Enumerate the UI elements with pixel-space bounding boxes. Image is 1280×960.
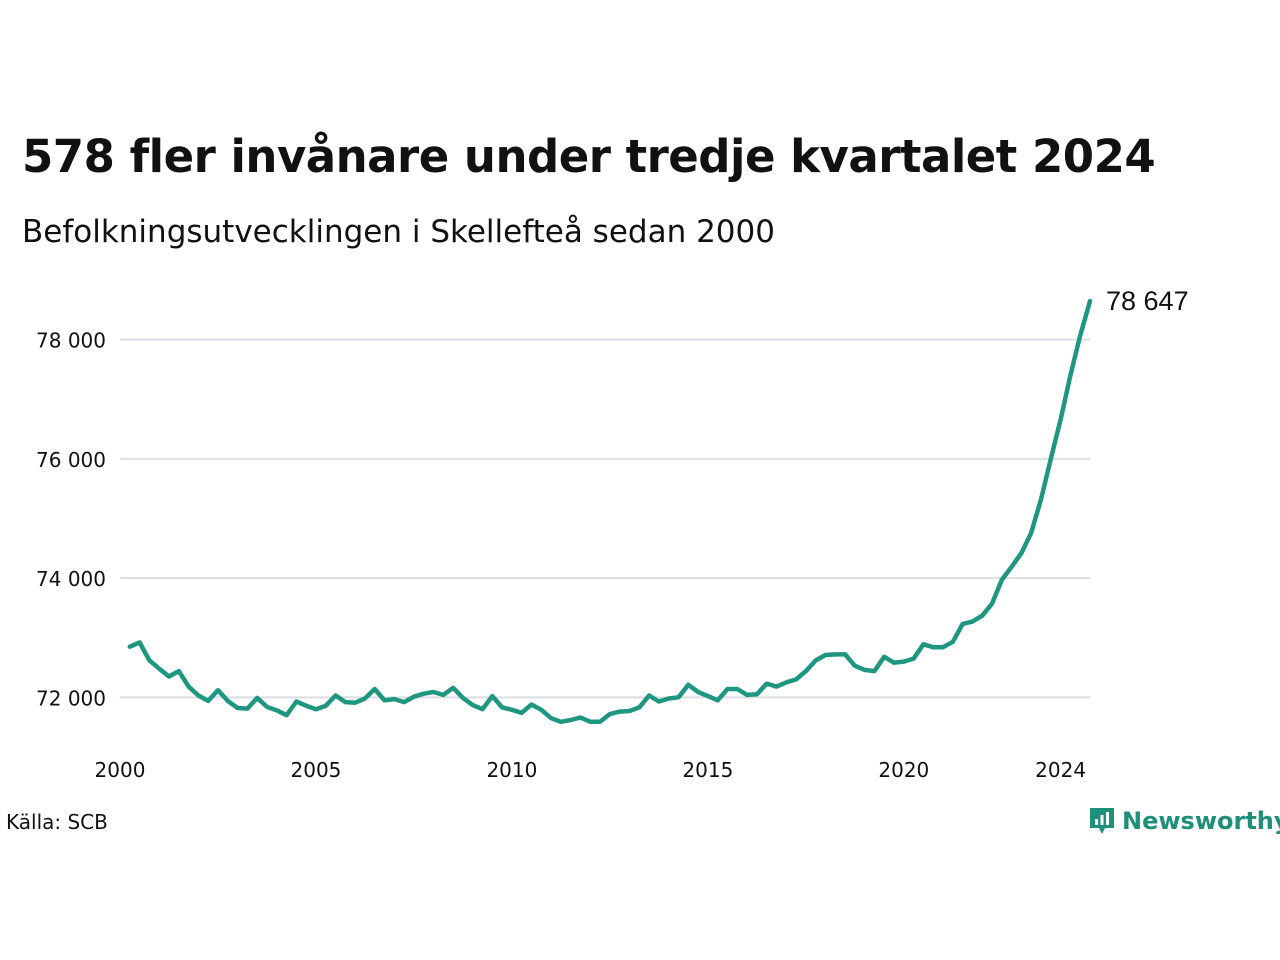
y-axis-tick-labels: 72 000 74 000 76 000 78 000 bbox=[36, 329, 106, 711]
x-tick-label: 2020 bbox=[878, 758, 929, 782]
series-line bbox=[127, 298, 1093, 725]
x-tick-label: 2000 bbox=[95, 758, 146, 782]
x-axis-tick-labels: 2000 2005 2010 2015 2020 2024 bbox=[95, 758, 1087, 782]
source-label: Källa: SCB bbox=[6, 810, 108, 834]
y-tick-label: 72 000 bbox=[36, 686, 106, 710]
series-group bbox=[127, 298, 1093, 725]
x-tick-label: 2005 bbox=[291, 758, 342, 782]
grid-lines bbox=[120, 338, 1090, 699]
x-tick-label: 2010 bbox=[486, 758, 537, 782]
newsworthy-logo-icon bbox=[1090, 808, 1114, 834]
chart-title: 578 fler invånare under tredje kvartalet… bbox=[22, 130, 1156, 183]
y-tick-label: 76 000 bbox=[36, 448, 106, 472]
x-tick-label: 2024 bbox=[1035, 758, 1086, 782]
chart-subtitle: Befolkningsutvecklingen i Skellefteå sed… bbox=[22, 214, 775, 250]
end-value-label: 78 647 bbox=[1106, 286, 1189, 316]
y-tick-label: 78 000 bbox=[36, 329, 106, 353]
x-tick-label: 2015 bbox=[682, 758, 733, 782]
newsworthy-logo-text: Newsworthy bbox=[1122, 807, 1280, 835]
newsworthy-logo: Newsworthy bbox=[1088, 803, 1280, 839]
y-tick-label: 74 000 bbox=[36, 567, 106, 591]
